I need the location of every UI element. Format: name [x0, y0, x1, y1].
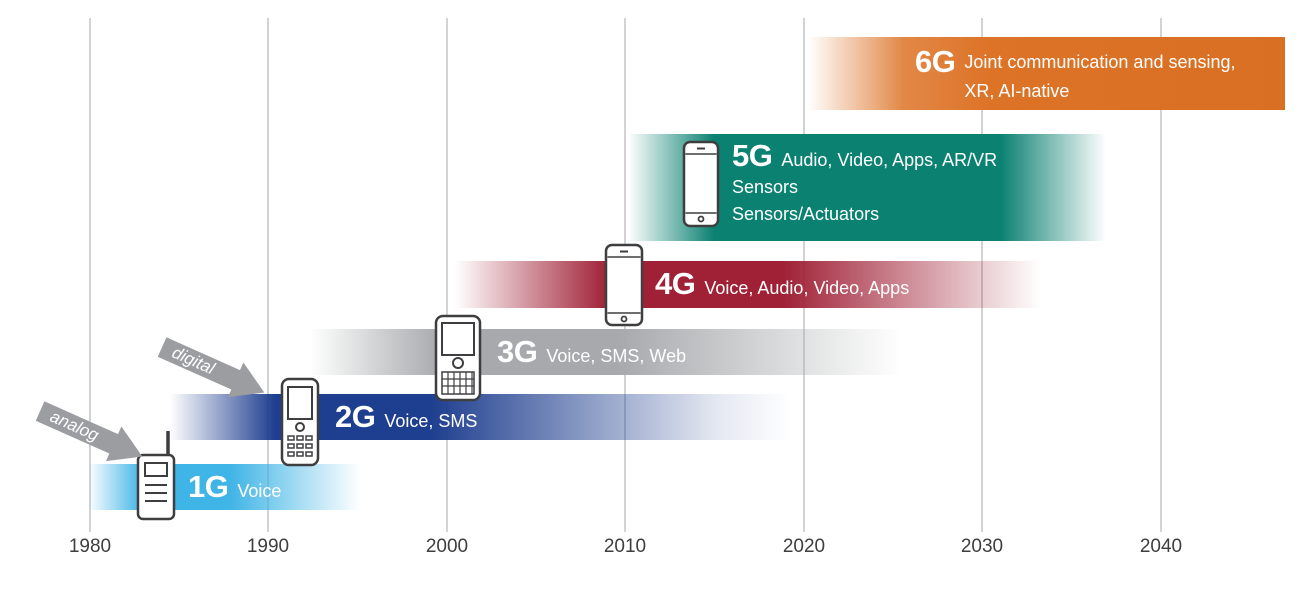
gen-label-4g: 4G [655, 266, 696, 301]
gen-line-5g-2: Sensors [732, 177, 799, 197]
axis-label-1980: 1980 [68, 536, 112, 557]
gridline-1980 [89, 18, 91, 532]
gen-line-5g-1: 5G Audio, Video, Apps, AR/VR [732, 138, 1106, 174]
axis-label-2040: 2040 [1139, 536, 1183, 557]
gen-line-6g-1: Joint communication and sensing, [964, 52, 1236, 72]
gridline-2040 [1160, 18, 1162, 532]
smartphone-4g-icon [602, 243, 646, 327]
gen-desc-1g: Voice [237, 481, 282, 501]
gen-line-6g-2: XR, AI-native [964, 81, 1070, 101]
gen-label-2g: 2G [335, 399, 376, 434]
gen-desc-6g: Joint communication and sensing, XR, AI-… [964, 45, 1235, 104]
bar-1g: 1G Voice [88, 464, 360, 510]
axis-label-2000: 2000 [425, 536, 469, 557]
axis-label-2030: 2030 [960, 536, 1004, 557]
gridline-1990 [267, 18, 269, 532]
gen-label-1g: 1G [188, 469, 229, 504]
gen-label-6g: 6G [915, 44, 956, 79]
gen-desc-4g: Voice, Audio, Video, Apps [704, 278, 910, 298]
brick-phone-icon [128, 427, 182, 523]
candybar-phone-icon [276, 377, 324, 467]
gen-label-5g: 5G [732, 138, 773, 173]
gen-desc-2g: Voice, SMS [384, 411, 478, 431]
gen-label-3g: 3G [497, 334, 538, 369]
bar-3g: 3G Voice, SMS, Web [310, 329, 902, 375]
bar-6g: 6G Joint communication and sensing, XR, … [808, 37, 1285, 110]
bar-2g: 2G Voice, SMS [170, 394, 790, 440]
axis-label-1990: 1990 [246, 536, 290, 557]
gen-line-5g-3: Sensors/Actuators [732, 204, 880, 224]
axis-label-2010: 2010 [603, 536, 647, 557]
smartphone-5g-icon [681, 140, 721, 228]
gen-desc-3g: Voice, SMS, Web [546, 346, 687, 366]
gen-desc-5g: Audio, Video, Apps, AR/VR [781, 150, 998, 170]
axis-label-2020: 2020 [782, 536, 826, 557]
qwerty-phone-icon [431, 314, 485, 402]
gridline-2000 [446, 18, 448, 532]
bar-4g: 4G Voice, Audio, Video, Apps [455, 261, 1041, 308]
